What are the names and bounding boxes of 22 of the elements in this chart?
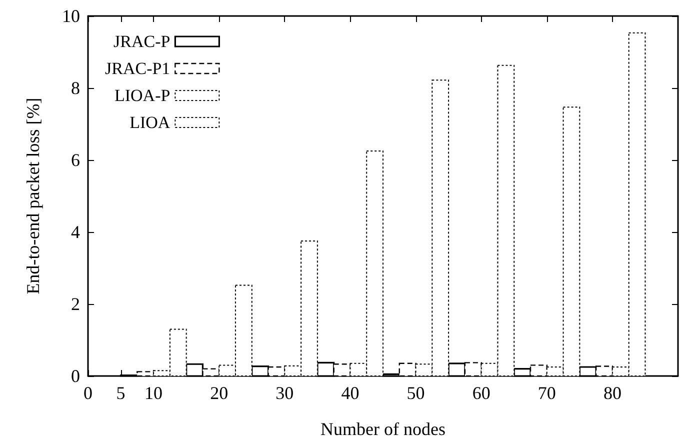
legend-label: LIOA [130, 113, 171, 132]
x-tick-label: 50 [406, 383, 425, 403]
y-tick-label: 10 [62, 6, 80, 26]
x-tick-label: 30 [276, 383, 294, 403]
y-tick-label: 4 [71, 222, 80, 242]
x-tick-label: 20 [210, 383, 228, 403]
y-tick-label: 8 [71, 78, 80, 98]
y-tick-label: 6 [71, 150, 80, 170]
x-tick-label: 5 [116, 383, 126, 403]
legend-label: JRAC-P1 [105, 59, 170, 78]
y-tick-label: 0 [71, 366, 80, 386]
x-tick-label: 0 [84, 383, 92, 403]
x-tick-label: 70 [538, 383, 556, 403]
legend-label: JRAC-P [114, 32, 170, 51]
x-tick-label: 10 [144, 383, 163, 403]
y-axis-title: End-to-end packet loss [%] [23, 98, 43, 294]
y-tick-label: 2 [71, 294, 80, 314]
x-tick-label: 60 [472, 383, 490, 403]
legend-label: LIOA-P [114, 86, 170, 105]
x-axis-title: Number of nodes [320, 419, 446, 439]
x-tick-label: 80 [603, 383, 622, 403]
x-tick-label: 40 [341, 383, 360, 403]
